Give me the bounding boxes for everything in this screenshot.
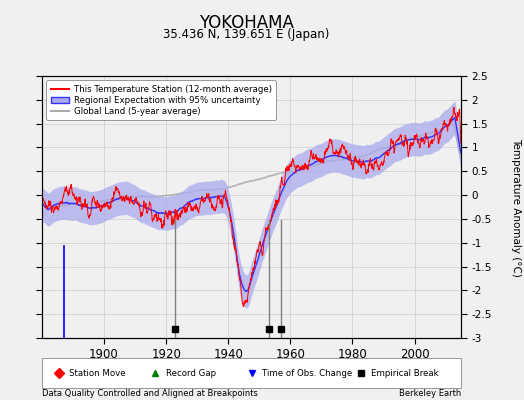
Text: Empirical Break: Empirical Break [371, 368, 439, 378]
Y-axis label: Temperature Anomaly (°C): Temperature Anomaly (°C) [511, 138, 521, 276]
Text: Berkeley Earth: Berkeley Earth [399, 389, 461, 398]
Text: YOKOHAMA: YOKOHAMA [199, 14, 294, 32]
Text: Data Quality Controlled and Aligned at Breakpoints: Data Quality Controlled and Aligned at B… [42, 389, 258, 398]
Text: Record Gap: Record Gap [166, 368, 216, 378]
Text: 35.436 N, 139.651 E (Japan): 35.436 N, 139.651 E (Japan) [163, 28, 330, 41]
FancyBboxPatch shape [42, 358, 461, 388]
Text: Station Move: Station Move [69, 368, 126, 378]
Text: Time of Obs. Change: Time of Obs. Change [262, 368, 352, 378]
Legend: This Temperature Station (12-month average), Regional Expectation with 95% uncer: This Temperature Station (12-month avera… [46, 80, 276, 120]
